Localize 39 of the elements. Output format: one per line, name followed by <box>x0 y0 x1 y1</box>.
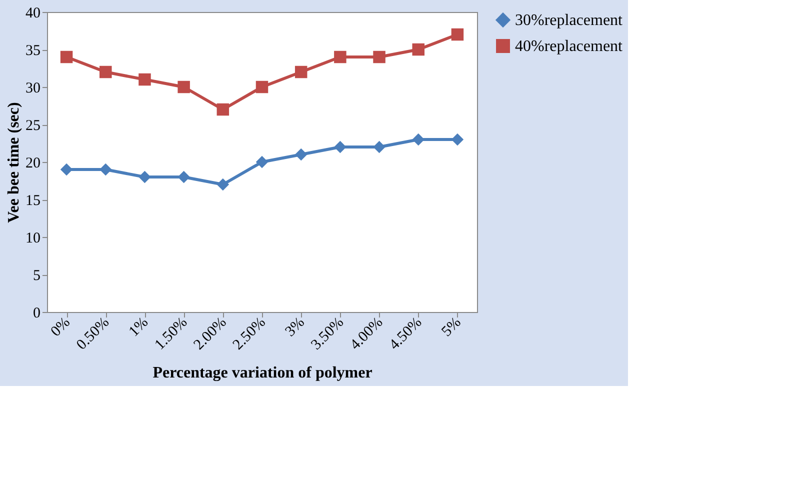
x-tick-label: 3% <box>282 314 308 340</box>
point <box>178 80 190 94</box>
point <box>256 80 268 94</box>
y-tick-label: 25 <box>26 118 40 134</box>
y-tick-label: 20 <box>26 156 40 172</box>
legend-label: 30%replacement <box>515 12 624 29</box>
point <box>412 43 424 56</box>
y-tick-label: 35 <box>26 43 40 59</box>
y-tick-label: 0 <box>33 306 40 322</box>
legend-label: 40%replacement <box>515 38 624 55</box>
y-tick-label: 30 <box>26 80 40 96</box>
point <box>100 163 112 176</box>
point <box>373 140 386 154</box>
point <box>294 148 308 161</box>
x-tick-label: 0% <box>48 314 74 340</box>
x-tick-label: 1% <box>126 314 152 340</box>
y-tick-label: 15 <box>26 193 40 209</box>
point <box>216 103 230 116</box>
point <box>294 66 308 78</box>
x-axis-title: Percentage variation of polymer <box>152 364 372 382</box>
point <box>334 140 346 154</box>
y-axis-title: Vee bee time (sec) <box>6 102 22 223</box>
point <box>451 133 464 146</box>
point <box>256 156 268 168</box>
point <box>451 28 464 41</box>
y-tick-label: 5 <box>33 268 40 284</box>
y-tick-label: 40 <box>26 6 40 22</box>
point <box>373 50 386 64</box>
point <box>60 163 73 176</box>
point <box>138 73 151 86</box>
point <box>412 133 424 146</box>
y-tick-label: 10 <box>26 230 40 246</box>
point <box>60 50 73 64</box>
x-tick-label: 5% <box>438 314 464 340</box>
point <box>216 178 230 191</box>
point <box>138 170 151 184</box>
point <box>100 66 112 78</box>
point <box>178 170 190 184</box>
point <box>334 50 346 64</box>
